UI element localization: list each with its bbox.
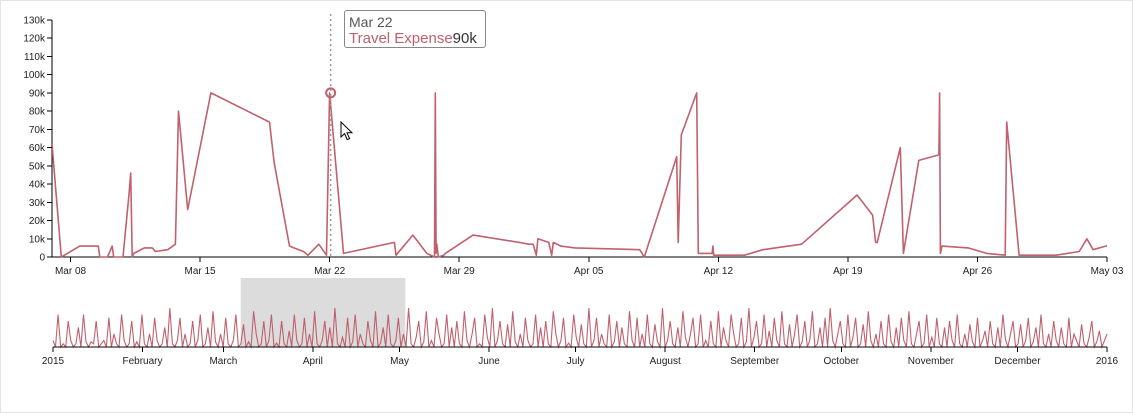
- y-tick-label: 30k: [29, 198, 46, 209]
- navigator-tick-label: 2015: [42, 356, 65, 367]
- y-tick-label: 70k: [29, 125, 46, 136]
- navigator-tick-label: February: [123, 356, 163, 367]
- y-tick-label: 80k: [29, 107, 46, 118]
- x-tick-label: Apr 12: [704, 266, 734, 277]
- navigator-tick-label: October: [824, 356, 860, 367]
- x-tick-label: Apr 26: [963, 266, 993, 277]
- y-tick-label: 130k: [23, 16, 46, 27]
- x-axis: Mar 08 Mar 15 Mar 22 Mar 29 Apr 05 Apr 12 Apr …: [52, 256, 1124, 277]
- y-tick-label: 40k: [29, 180, 46, 191]
- navigator-tick-label: September: [730, 356, 780, 367]
- navigator-tick-label: April: [303, 356, 323, 367]
- navigator-tick-label: August: [650, 356, 681, 367]
- navigator-series-line: [52, 307, 1108, 350]
- navigator-chart[interactable]: 2015 February March April May June July August S…: [42, 278, 1119, 367]
- tooltip-series-name: Travel Expense: [349, 30, 453, 47]
- y-tick-label: 50k: [29, 161, 46, 172]
- y-tick-label: 100k: [23, 70, 46, 81]
- x-tick-label: Apr 19: [833, 266, 863, 277]
- mouse-pointer-icon: [340, 120, 354, 141]
- series-line-travel-expense: [52, 92, 1107, 258]
- main-chart[interactable]: 0 10k 20k 30k 40k 50k 60k 70k 80k 90k 100k 110k 120k…: [23, 14, 1133, 277]
- navigator-tick-label: November: [908, 356, 955, 367]
- circle-marker-icon: [325, 87, 337, 99]
- navigator-tick-label: May: [390, 356, 409, 367]
- y-tick-label: 60k: [29, 143, 46, 154]
- x-tick-label: Mar 29: [444, 266, 476, 277]
- y-tick-label: 90k: [29, 88, 46, 99]
- navigator-tick-label: December: [994, 356, 1041, 367]
- navigator-tick-label: June: [478, 356, 500, 367]
- x-tick-label: May 03: [1091, 266, 1124, 277]
- navigator-tick-label: 2016: [1096, 356, 1119, 367]
- x-tick-label: Mar 22: [314, 266, 346, 277]
- x-tick-label: Apr 05: [574, 266, 604, 277]
- y-tick-label: 10k: [29, 234, 46, 245]
- x-tick-label: Mar 15: [185, 266, 217, 277]
- y-tick-label: 0: [39, 253, 45, 264]
- navigator-tick-label: March: [209, 356, 237, 367]
- tooltip-date: Mar 22: [349, 14, 393, 30]
- tooltip-value: 90k: [452, 30, 477, 47]
- navigator-x-axis: 2015 February March April May June July August S…: [42, 346, 1119, 367]
- navigator-tick-label: July: [567, 356, 585, 367]
- x-tick-label: Mar 08: [55, 266, 87, 277]
- y-axis: 0 10k 20k 30k 40k 50k 60k 70k 80k 90k 100k 110k 120k…: [23, 16, 53, 264]
- y-tick-label: 120k: [23, 34, 46, 45]
- hover-tooltip: Mar 22 Travel Expense90k: [344, 10, 486, 48]
- y-tick-label: 20k: [29, 216, 46, 227]
- y-tick-label: 110k: [24, 52, 46, 63]
- tooltip-row: Travel Expense90k: [349, 30, 481, 48]
